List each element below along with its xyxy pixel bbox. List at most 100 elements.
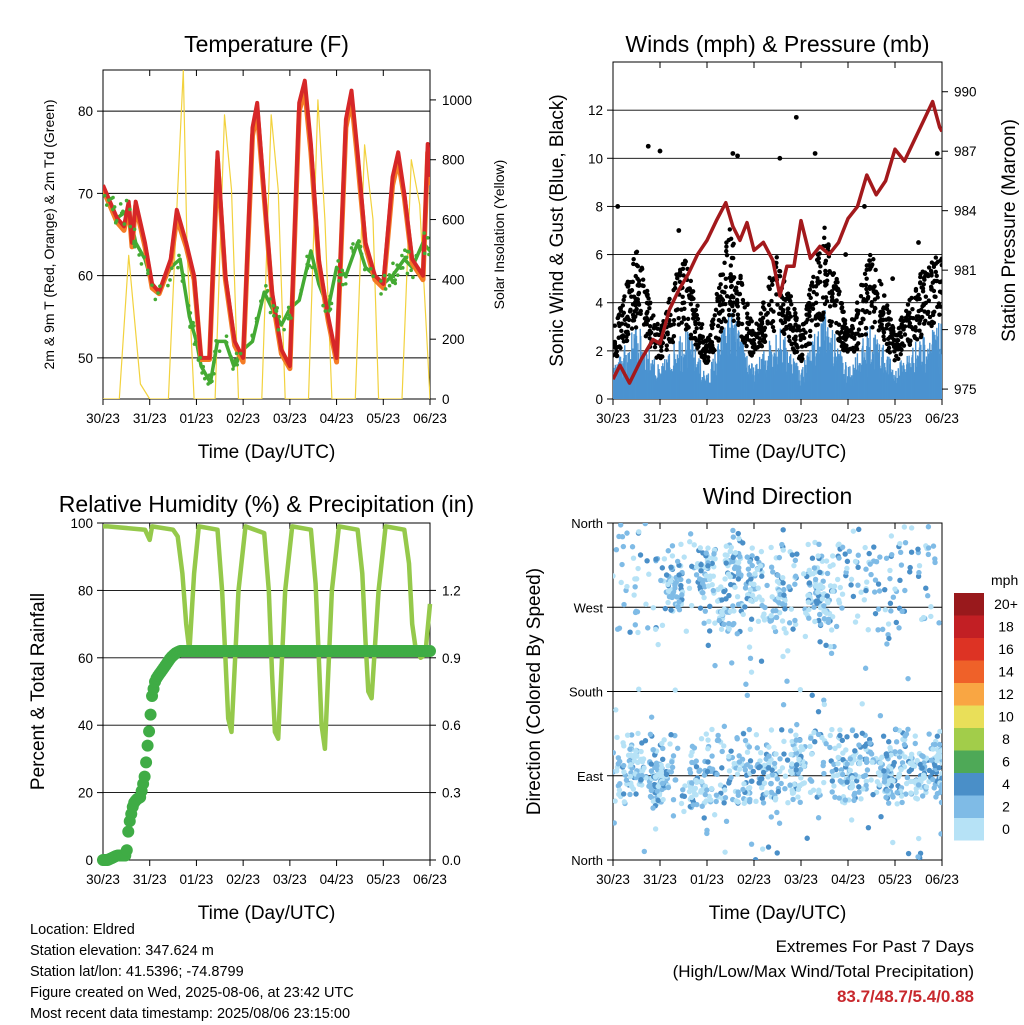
gust-point xyxy=(654,332,660,337)
direction-point xyxy=(870,791,876,798)
gust-point xyxy=(730,243,735,248)
direction-point xyxy=(876,588,883,594)
direction-point xyxy=(633,748,639,754)
direction-point xyxy=(663,771,670,778)
direction-point xyxy=(797,782,804,788)
direction-point xyxy=(815,731,822,738)
gust-point xyxy=(917,328,922,333)
gust-point xyxy=(625,284,631,289)
gust-point xyxy=(651,325,657,331)
gust-point xyxy=(834,276,839,282)
gust-point xyxy=(810,306,816,312)
direction-point xyxy=(856,526,862,533)
direction-point xyxy=(790,626,796,632)
gust-point xyxy=(877,278,882,284)
gust-point xyxy=(912,334,917,339)
gust-point xyxy=(655,326,660,331)
direction-point xyxy=(761,617,768,623)
dewpoint-point xyxy=(188,311,193,315)
rainfall-point xyxy=(122,825,135,838)
gust-point xyxy=(899,334,904,340)
direction-point xyxy=(898,766,904,773)
direction-point xyxy=(823,740,829,747)
dewpoint-point xyxy=(340,268,345,273)
rh-xlabel: Time (Day/UTC) xyxy=(198,903,336,924)
rainfall-point xyxy=(424,645,436,658)
humidity-line xyxy=(103,524,433,752)
wind-title: Winds (mph) & Pressure (mb) xyxy=(625,31,929,57)
dewpoint-point xyxy=(146,268,150,273)
gust-point xyxy=(939,256,942,261)
direction-point xyxy=(856,789,862,795)
direction-point xyxy=(872,610,879,617)
gust-point xyxy=(775,302,780,307)
direction-point xyxy=(726,768,733,774)
gust-point xyxy=(823,268,828,274)
gust-point xyxy=(728,236,734,241)
gust-point xyxy=(726,307,732,313)
gust-point xyxy=(630,302,636,307)
dewpoint-point xyxy=(393,278,397,283)
direction-point xyxy=(734,593,741,600)
direction-point xyxy=(793,732,799,738)
gust-point xyxy=(864,267,869,273)
gust-point xyxy=(805,317,810,322)
direction-point xyxy=(898,793,905,799)
gust-point xyxy=(619,321,625,326)
gust-point xyxy=(807,334,813,339)
gust-point xyxy=(774,292,779,297)
direction-point xyxy=(804,835,810,841)
gust-point xyxy=(628,307,633,312)
rh-ytick-label: 60 xyxy=(78,651,93,666)
direction-point xyxy=(779,727,785,733)
gust-point xyxy=(749,353,754,358)
direction-point xyxy=(881,768,887,774)
gust-point xyxy=(929,286,934,291)
dewpoint-point xyxy=(400,253,404,258)
gust-point xyxy=(747,328,752,334)
direction-point xyxy=(630,555,637,561)
direction-point xyxy=(621,799,628,805)
direction-point xyxy=(877,782,883,788)
gust-point xyxy=(813,300,819,306)
direction-point xyxy=(903,791,909,797)
dewpoint-point xyxy=(403,248,407,252)
gust-point xyxy=(880,317,886,322)
direction-point xyxy=(915,782,922,788)
direction-point xyxy=(723,543,730,549)
dewpoint-point xyxy=(328,307,333,311)
legend-label: 20+ xyxy=(994,596,1018,612)
direction-point xyxy=(668,564,674,570)
gust-point xyxy=(925,271,930,277)
direction-point xyxy=(702,791,708,798)
gust-point xyxy=(865,290,870,296)
gust-point xyxy=(811,284,816,289)
direction-point xyxy=(648,768,655,774)
gust-point xyxy=(898,351,903,357)
gust-point xyxy=(863,282,869,288)
gust-point xyxy=(695,303,700,308)
direction-point xyxy=(709,753,715,759)
direction-point xyxy=(751,581,757,587)
direction-point xyxy=(849,775,855,781)
direction-point xyxy=(727,608,734,614)
direction-point xyxy=(886,739,892,745)
dewpoint-point xyxy=(142,255,147,259)
gust-point xyxy=(891,337,897,343)
direction-point xyxy=(936,741,942,748)
gust-point xyxy=(788,298,793,304)
dir-ytick-label: North xyxy=(571,853,603,868)
direction-point xyxy=(749,592,756,598)
dewpoint-point xyxy=(340,272,345,277)
direction-point xyxy=(627,791,633,798)
direction-point xyxy=(796,756,802,763)
direction-point xyxy=(828,627,835,633)
direction-point xyxy=(862,544,868,551)
direction-point xyxy=(806,615,812,621)
direction-point xyxy=(806,606,812,613)
direction-point xyxy=(782,786,788,792)
direction-point xyxy=(711,551,717,557)
direction-point xyxy=(650,805,656,811)
direction-point xyxy=(644,558,650,564)
direction-point xyxy=(769,772,775,778)
